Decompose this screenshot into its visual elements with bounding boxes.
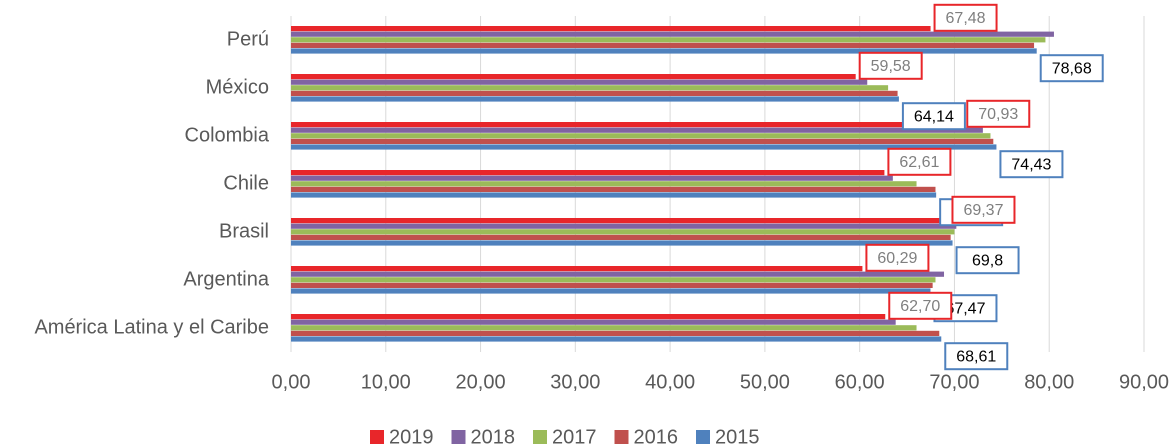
data-label: 62,61 [899,154,939,171]
bar [291,133,991,139]
bar [291,277,936,283]
y-tick-label: Colombia [185,124,270,146]
data-label-box [951,195,1016,224]
data-label: 69,37 [963,202,1003,219]
bar [291,223,957,229]
data-label: 67,47 [945,300,985,317]
x-tick-label: 60,00 [835,371,885,393]
bar [291,138,994,144]
bar [291,325,917,331]
legend-swatch [370,430,384,444]
legend-label: 2016 [634,426,679,448]
x-tick-label: 70,00 [929,371,979,393]
bar [291,282,933,288]
bar [291,288,931,294]
data-label: 69,8 [972,252,1003,269]
bar [291,170,885,176]
bar [291,319,896,325]
bar [291,74,856,80]
x-tick-label: 10,00 [361,371,411,393]
legend-label: 2018 [471,426,516,448]
bar [291,127,983,133]
legend-label: 2015 [715,426,760,448]
data-label-box [858,51,923,80]
y-tick-label: Argentina [183,268,269,290]
data-label-box [887,147,952,176]
y-tick-label: Perú [227,28,269,50]
data-label-box [888,291,953,320]
data-label-box [901,102,966,131]
x-tick-label: 20,00 [456,371,506,393]
data-label-box [999,150,1064,179]
bar [291,181,917,187]
y-tick-label: México [206,76,269,98]
x-tick-label: 0,00 [272,371,311,393]
data-label: 74,43 [1011,156,1051,173]
data-label-box [955,246,1020,275]
x-tick-label: 90,00 [1119,371,1169,393]
data-label: 64,14 [914,108,954,125]
legend-label: 2017 [552,426,597,448]
legend-swatch [614,430,629,444]
data-label: 59,58 [871,58,911,75]
bar [291,234,951,240]
bar [291,48,1037,54]
y-tick-label: Chile [223,172,269,194]
x-tick-label: 30,00 [550,371,600,393]
x-tick-label: 40,00 [645,371,695,393]
bar [291,240,953,246]
bar [291,229,955,235]
y-tick-label: América Latina y el Caribe [34,316,269,338]
bar [291,79,868,85]
bar [291,90,898,96]
y-tick-label: Brasil [219,220,269,242]
bar [291,218,949,224]
data-label: 67,48 [946,10,986,27]
bar [291,85,889,91]
legend-label: 2019 [389,426,434,448]
bar [291,37,1046,43]
bar [291,186,936,192]
bar [291,314,886,320]
bar [291,336,942,342]
data-label-box [1039,54,1104,83]
data-label: 70,93 [978,106,1018,123]
data-label: 60,29 [877,250,917,267]
legend-swatch [533,430,547,444]
bar [291,271,945,277]
data-label-box [933,3,998,32]
data-label-box [944,342,1009,371]
bar [291,26,931,32]
bar [291,122,964,128]
bar [291,330,940,336]
legend-swatch [451,430,466,444]
bar [291,144,997,150]
bar [291,31,1054,37]
data-label-box [865,243,930,272]
bar [291,175,893,181]
bar [291,42,1035,48]
legend-swatch [696,430,710,444]
bar [291,266,863,272]
x-tick-label: 80,00 [1024,371,1074,393]
bar [291,96,899,102]
bar [291,192,937,198]
data-label: 78,68 [1052,60,1092,77]
x-tick-label: 50,00 [740,371,790,393]
data-label: 68,61 [956,348,996,365]
data-label: 62,70 [900,298,940,315]
data-label-box [966,99,1031,128]
